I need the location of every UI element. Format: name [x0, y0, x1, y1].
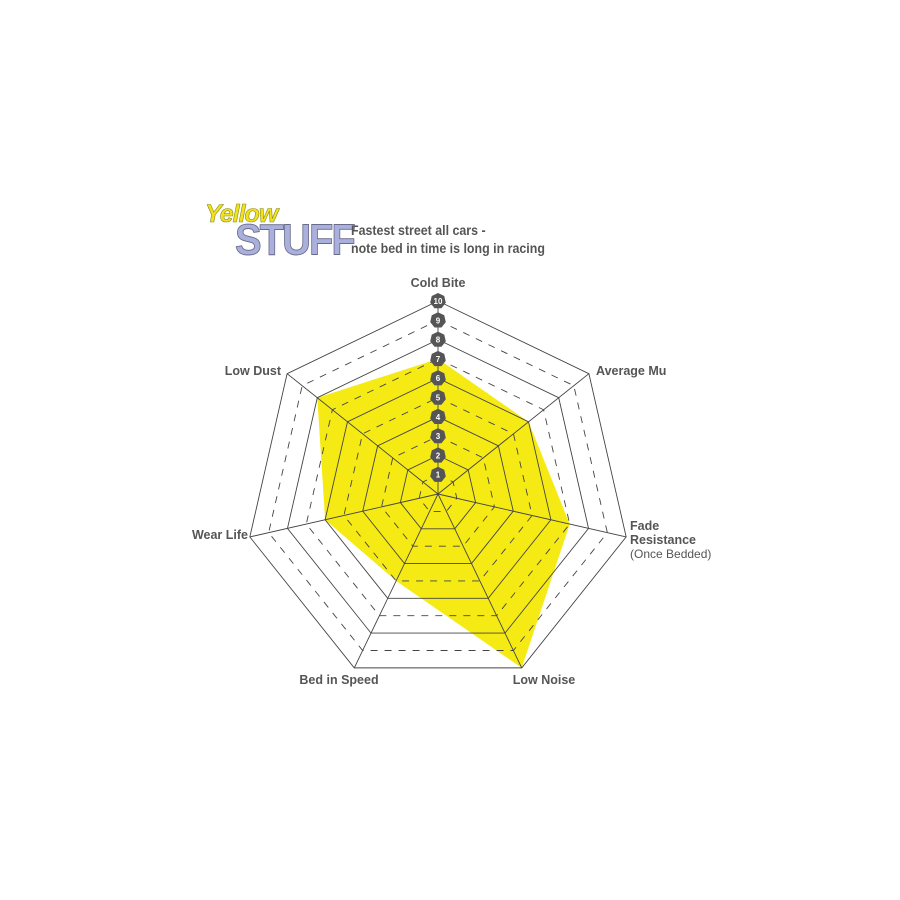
axis-spoke — [286, 373, 439, 495]
level-label: 1 — [436, 471, 441, 480]
axis-label: Bed in Speed — [299, 673, 378, 687]
axis-label: Low Dust — [225, 364, 282, 378]
grid-ring-10 — [249, 300, 627, 669]
level-badge — [430, 466, 446, 482]
level-label: 9 — [436, 316, 441, 325]
level-badge — [430, 428, 446, 444]
axis-spoke — [437, 493, 627, 538]
level-badge — [430, 447, 446, 463]
axis-label: Cold Bite — [411, 276, 466, 290]
axis-spoke — [437, 373, 590, 495]
level-label: 3 — [436, 432, 441, 441]
level-badge — [430, 408, 446, 425]
grid-ring-7 — [305, 358, 571, 617]
level-label: 2 — [436, 451, 441, 460]
axis-label: Fade — [630, 519, 659, 533]
axis-spoke — [249, 493, 439, 538]
grid-ring-1 — [418, 474, 458, 512]
yellow-stuff-logo: Yellow STUFF — [203, 200, 357, 270]
level-badge — [430, 370, 446, 386]
data-area — [317, 358, 570, 668]
chart-subtitle: Fastest street all cars - note bed in ti… — [351, 222, 545, 258]
level-badge — [430, 293, 446, 309]
level-badge — [430, 350, 446, 367]
level-label: 6 — [436, 374, 441, 383]
grid-ring-2 — [399, 454, 477, 530]
axis-sublabel: (Once Bedded) — [630, 547, 711, 561]
logo-text-yellow: Yellow — [205, 200, 279, 229]
level-badge — [430, 331, 446, 347]
axis-label: Resistance — [630, 533, 696, 547]
level-label: 10 — [434, 297, 443, 306]
level-badge — [430, 312, 446, 328]
grid-ring-6 — [324, 377, 552, 599]
logo-text-stuff: STUFF — [235, 215, 357, 265]
level-label: 4 — [436, 413, 441, 422]
axis-spoke — [437, 493, 523, 669]
axis-spoke — [353, 493, 439, 669]
grid-ring-3 — [381, 435, 495, 547]
level-label: 8 — [436, 336, 441, 345]
level-label: 7 — [436, 355, 441, 364]
level-badge — [430, 389, 446, 405]
axis-label: Average Mu — [596, 364, 666, 378]
subtitle-line-2: note bed in time is long in racing — [351, 241, 545, 256]
axis-label: Low Noise — [513, 673, 576, 687]
grid-ring-8 — [286, 339, 590, 634]
subtitle-line-1: Fastest street all cars - — [351, 223, 486, 238]
axis-label: Wear Life — [192, 528, 248, 542]
grid-ring-4 — [362, 416, 514, 565]
level-label: 5 — [436, 394, 441, 403]
